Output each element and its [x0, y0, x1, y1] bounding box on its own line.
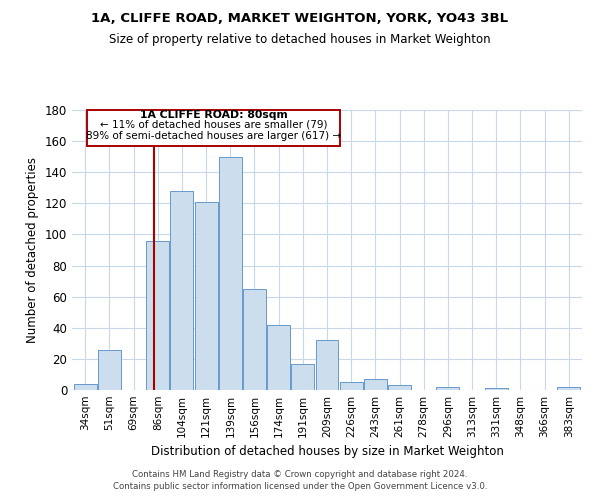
Bar	[170, 191, 193, 390]
Bar	[243, 289, 266, 390]
Bar	[194, 202, 218, 390]
Bar	[340, 382, 362, 390]
Bar	[98, 350, 121, 390]
Bar	[485, 388, 508, 390]
FancyBboxPatch shape	[87, 110, 340, 146]
Text: 89% of semi-detached houses are larger (617) →: 89% of semi-detached houses are larger (…	[86, 130, 341, 140]
Bar	[436, 387, 460, 390]
Text: Contains public sector information licensed under the Open Government Licence v3: Contains public sector information licen…	[113, 482, 487, 491]
Text: 1A CLIFFE ROAD: 80sqm: 1A CLIFFE ROAD: 80sqm	[140, 110, 287, 120]
X-axis label: Distribution of detached houses by size in Market Weighton: Distribution of detached houses by size …	[151, 446, 503, 458]
Text: Contains HM Land Registry data © Crown copyright and database right 2024.: Contains HM Land Registry data © Crown c…	[132, 470, 468, 479]
Bar	[267, 324, 290, 390]
Bar	[316, 340, 338, 390]
Bar	[74, 384, 97, 390]
Bar	[388, 386, 411, 390]
Bar	[557, 387, 580, 390]
Text: Size of property relative to detached houses in Market Weighton: Size of property relative to detached ho…	[109, 32, 491, 46]
Text: ← 11% of detached houses are smaller (79): ← 11% of detached houses are smaller (79…	[100, 120, 328, 130]
Bar	[364, 379, 387, 390]
Bar	[292, 364, 314, 390]
Y-axis label: Number of detached properties: Number of detached properties	[26, 157, 39, 343]
Bar	[219, 156, 242, 390]
Text: 1A, CLIFFE ROAD, MARKET WEIGHTON, YORK, YO43 3BL: 1A, CLIFFE ROAD, MARKET WEIGHTON, YORK, …	[91, 12, 509, 26]
Bar	[146, 240, 169, 390]
